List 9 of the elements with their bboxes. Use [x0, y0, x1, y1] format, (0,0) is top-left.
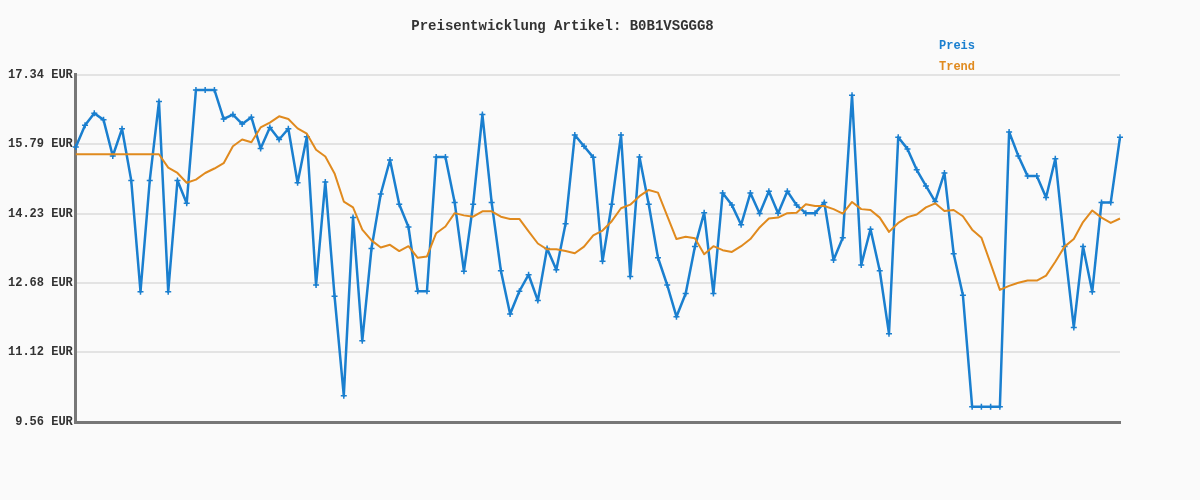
text: Preis — [938, 38, 975, 55]
y-tick-label: 9.56 EUR — [15, 415, 74, 430]
y-tick-label: 14.23 EUR — [8, 206, 74, 221]
y-tick-label: 15.79 EUR — [8, 136, 74, 151]
text: Trend — [938, 59, 975, 76]
y-tick-label: 11.12 EUR — [8, 345, 74, 360]
y-tick-label: 12.68 EUR — [8, 275, 74, 290]
chart-title: Preisentwicklung Artikel: B0B1VSGGG8 — [411, 17, 714, 34]
y-tick-label: 17.34 EUR — [8, 67, 74, 82]
